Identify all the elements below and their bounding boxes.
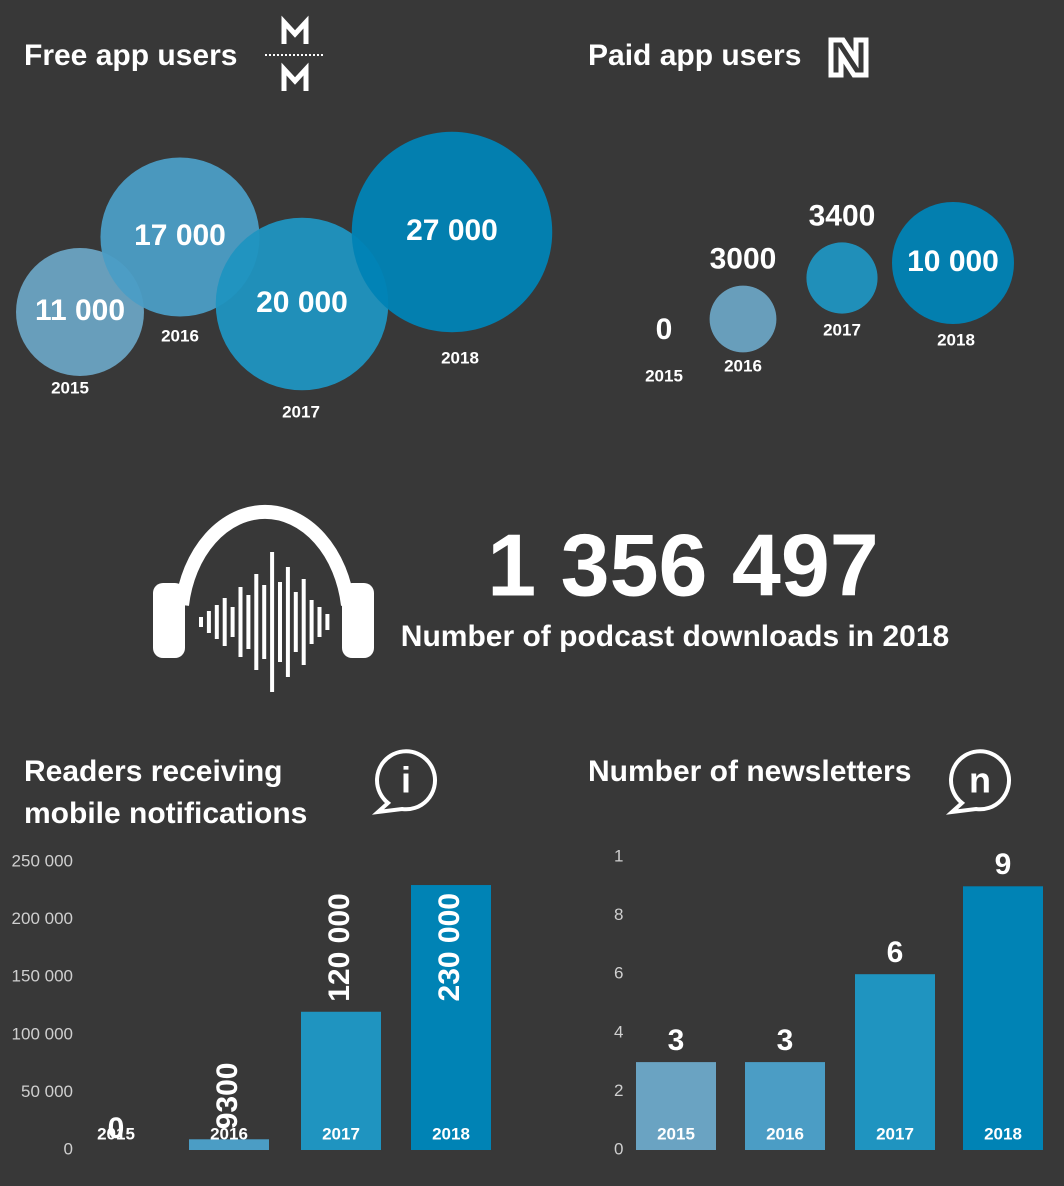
- bar: [636, 1062, 716, 1150]
- speech-icon: [371, 749, 1011, 815]
- year-label: 2016: [210, 1124, 248, 1143]
- bubble: [892, 202, 1014, 324]
- value-label: 120 000: [323, 893, 356, 1001]
- value-label: 9: [995, 848, 1012, 881]
- year-label: 2018: [441, 348, 479, 367]
- year-label: 2018: [937, 330, 975, 349]
- stat-caption: Number of podcast downloads in 2018: [401, 620, 949, 653]
- y-tick-label: 250 000: [12, 851, 73, 870]
- year-label: 2015: [645, 366, 683, 385]
- bubble: [806, 242, 878, 314]
- y-tick-label: 6: [614, 964, 623, 983]
- bar: [301, 1011, 381, 1150]
- year-label: 2017: [322, 1124, 360, 1143]
- y-tick-label: 200 000: [12, 909, 73, 928]
- bubble: [16, 248, 144, 376]
- icon-label: i: [401, 760, 411, 801]
- mm-logo: [265, 15, 325, 91]
- bubble: [215, 217, 389, 391]
- y-tick-label: 8: [614, 905, 623, 924]
- value-label: 230 000: [433, 893, 466, 1001]
- y-tick-label: 1: [614, 846, 623, 865]
- bar: [855, 974, 935, 1150]
- value-label: 27 000: [406, 214, 498, 247]
- value-label: 0: [656, 313, 673, 346]
- value-label: 3400: [809, 199, 876, 232]
- year-label: 2018: [432, 1124, 470, 1143]
- value-label: 11 000: [35, 294, 125, 327]
- bar: [963, 886, 1043, 1150]
- chart-title: Readers receiving: [24, 755, 282, 788]
- chart-title: mobile notifications: [24, 797, 307, 830]
- chart-title: Paid app users: [588, 39, 801, 72]
- year-label: 2015: [51, 378, 89, 397]
- bubble: [709, 285, 777, 353]
- value-label: 20 000: [256, 286, 348, 319]
- bar: [745, 1062, 825, 1150]
- bar: [411, 885, 491, 1150]
- bubble: [100, 157, 260, 317]
- bar: [189, 1139, 269, 1150]
- y-tick-label: 4: [614, 1022, 623, 1041]
- headphones-icon: [153, 504, 374, 692]
- icon-label: n: [969, 760, 991, 801]
- year-label: 2016: [766, 1124, 804, 1143]
- value-label: 3: [777, 1024, 794, 1057]
- y-tick-label: 2: [614, 1081, 623, 1100]
- y-tick-label: 50 000: [21, 1082, 73, 1101]
- year-label: 2017: [282, 402, 320, 421]
- year-label: 2016: [161, 326, 199, 345]
- y-tick-label: 150 000: [12, 967, 73, 986]
- y-tick-label: 100 000: [12, 1024, 73, 1043]
- value-label: 3000: [710, 243, 777, 276]
- value-label: 3: [668, 1024, 685, 1057]
- year-label: 2018: [984, 1124, 1022, 1143]
- year-label: 2016: [724, 356, 762, 375]
- n-logo: [828, 37, 869, 78]
- value-label: 9300: [211, 1063, 244, 1130]
- chart-title: Number of newsletters: [588, 755, 911, 788]
- year-label: 2017: [876, 1124, 914, 1143]
- stat-value: 1 356 497: [487, 515, 879, 614]
- year-label: 2015: [97, 1124, 135, 1143]
- value-label: 10 000: [907, 245, 999, 278]
- value-label: 17 000: [134, 219, 226, 252]
- year-label: 2017: [823, 320, 861, 339]
- year-label: 2015: [657, 1124, 695, 1143]
- value-label: 0: [108, 1112, 125, 1145]
- bubble: [351, 131, 553, 333]
- y-tick-label: 0: [64, 1139, 73, 1158]
- value-label: 6: [887, 936, 904, 969]
- chart-title: Free app users: [24, 39, 237, 72]
- y-tick-label: 0: [614, 1139, 623, 1158]
